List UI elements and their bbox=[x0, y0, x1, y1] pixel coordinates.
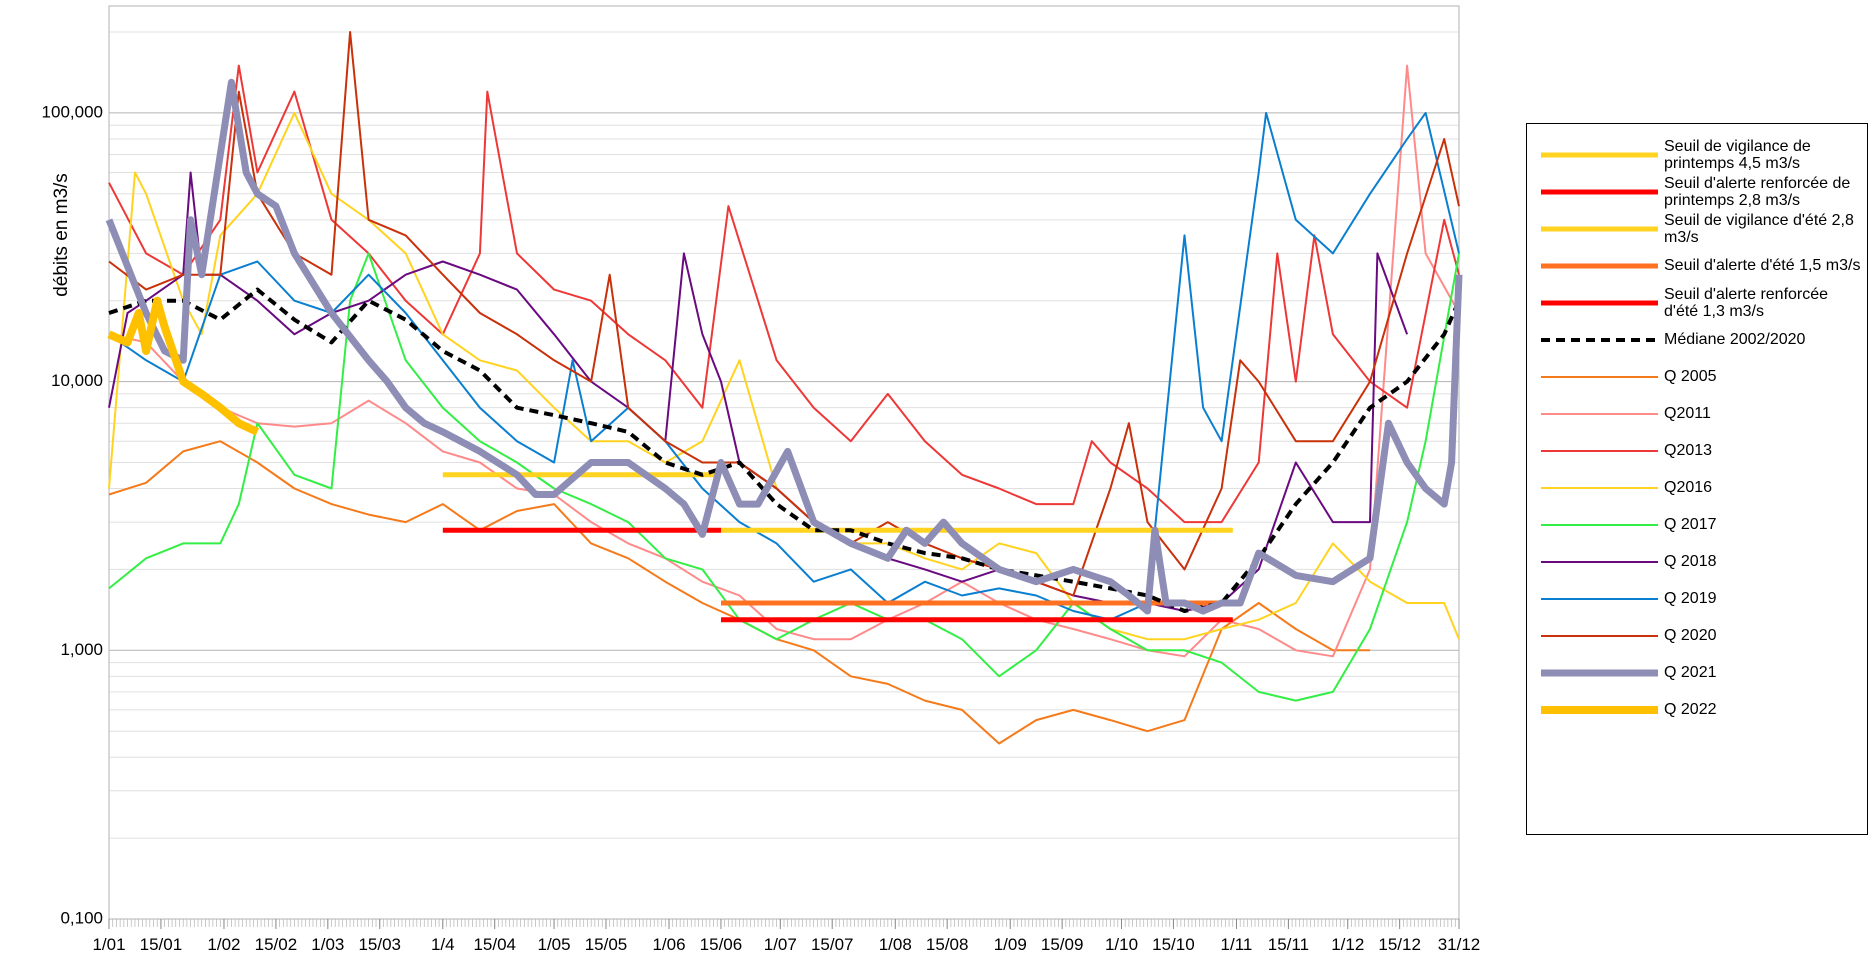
legend-entry: Seuil d'alerte d'été 1,5 m3/s bbox=[1533, 247, 1861, 284]
legend-label: Seuil de vigilance d'été 2,8 m3/s bbox=[1664, 211, 1854, 246]
legend-swatch bbox=[1541, 412, 1658, 415]
legend-swatch bbox=[1541, 560, 1658, 563]
series-line bbox=[107, 296, 260, 436]
legend-entry: Seuil d'alerte renforcée de printemps 2,… bbox=[1533, 173, 1861, 210]
legend-swatch bbox=[1541, 375, 1658, 378]
legend-swatch bbox=[1541, 486, 1658, 489]
legend-entry: Q 2018 bbox=[1533, 543, 1861, 580]
legend-swatch bbox=[1541, 337, 1658, 342]
x-tick-label: 1/05 bbox=[538, 935, 571, 954]
x-tick-label: 15/09 bbox=[1041, 935, 1084, 954]
legend-swatch bbox=[1541, 300, 1658, 305]
x-tick-label: 15/10 bbox=[1152, 935, 1195, 954]
x-tick-label: 1/02 bbox=[207, 935, 240, 954]
series-line bbox=[108, 440, 1370, 745]
x-tick-label: 1/06 bbox=[652, 935, 685, 954]
y-tick-label: 100,000 bbox=[42, 102, 103, 121]
legend-swatch bbox=[1541, 523, 1658, 526]
legend-label: Seuil d'alerte renforcée d'été 1,3 m3/s bbox=[1664, 285, 1829, 320]
legend-label: Seuil de vigilance de printemps 4,5 m3/s bbox=[1664, 137, 1811, 172]
legend-swatch bbox=[1541, 226, 1658, 231]
legend-label: Q2013 bbox=[1664, 442, 1713, 459]
legend-label: Médiane 2002/2020 bbox=[1664, 331, 1806, 348]
y-tick-label: 10,000 bbox=[51, 371, 103, 390]
legend-label: Q 2005 bbox=[1664, 368, 1717, 385]
y-tick-label: 0,100 bbox=[60, 908, 103, 927]
legend-label: Q 2021 bbox=[1664, 664, 1717, 681]
x-tick-label: 1/08 bbox=[879, 935, 912, 954]
y-tick-label: 1,000 bbox=[60, 640, 103, 659]
legend-label: Seuil d'alerte d'été 1,5 m3/s bbox=[1664, 257, 1861, 274]
x-tick-label: 1/03 bbox=[311, 935, 344, 954]
legend-swatch bbox=[1541, 597, 1658, 600]
x-tick-label: 15/02 bbox=[255, 935, 298, 954]
legend-label: Q 2019 bbox=[1664, 590, 1717, 607]
legend-label: Q 2018 bbox=[1664, 553, 1717, 570]
legend-swatch bbox=[1541, 449, 1658, 452]
legend-entry: Médiane 2002/2020 bbox=[1533, 321, 1861, 358]
x-tick-label: 15/07 bbox=[811, 935, 854, 954]
legend-entry: Q 2022 bbox=[1533, 691, 1861, 728]
legend-label: Q 2017 bbox=[1664, 516, 1717, 533]
legend-entry: Q2011 bbox=[1533, 395, 1861, 432]
series-line bbox=[105, 78, 1463, 615]
x-tick-label: 15/11 bbox=[1268, 935, 1309, 954]
series-line bbox=[108, 252, 1460, 702]
legend-label: Q2011 bbox=[1664, 405, 1711, 422]
legend-entry: Q 2017 bbox=[1533, 506, 1861, 543]
x-tick-label: 15/12 bbox=[1378, 935, 1421, 954]
legend-label: Q 2022 bbox=[1664, 701, 1717, 718]
legend: Seuil de vigilance de printemps 4,5 m3/s… bbox=[1526, 123, 1868, 835]
y-axis-label: débits en m3/s bbox=[51, 173, 72, 297]
x-tick-label: 1/10 bbox=[1105, 935, 1138, 954]
legend-entry: Q 2019 bbox=[1533, 580, 1861, 617]
x-tick-label: 15/08 bbox=[926, 935, 969, 954]
legend-entry: Seuil d'alerte renforcée d'été 1,3 m3/s bbox=[1533, 284, 1861, 321]
chart: débits en m3/s 0,100 1,000 10,000 100,000 1/… bbox=[42, 5, 1481, 954]
legend-swatch bbox=[1541, 669, 1658, 676]
legend-swatch bbox=[1541, 263, 1658, 268]
legend-swatch bbox=[1541, 705, 1658, 714]
x-tick-label: 1/4 bbox=[431, 935, 455, 954]
legend-entry: Q2013 bbox=[1533, 432, 1861, 469]
x-tick-label: 31/12 bbox=[1438, 935, 1481, 954]
legend-entry: Q2016 bbox=[1533, 469, 1861, 506]
x-tick-label: 1/11 bbox=[1221, 935, 1253, 954]
series-line bbox=[108, 171, 1409, 612]
legend-entry: Q 2020 bbox=[1533, 617, 1861, 654]
legend-entry: Seuil de vigilance de printemps 4,5 m3/s bbox=[1533, 136, 1861, 173]
x-tick-label: 1/09 bbox=[994, 935, 1027, 954]
legend-label: Q 2020 bbox=[1664, 627, 1717, 644]
x-tick-label: 15/01 bbox=[140, 935, 183, 954]
legend-entry: Seuil de vigilance d'été 2,8 m3/s bbox=[1533, 210, 1861, 247]
legend-entry: Q 2021 bbox=[1533, 654, 1861, 691]
x-tick-label: 15/06 bbox=[700, 935, 743, 954]
legend-label: Q2016 bbox=[1664, 479, 1713, 496]
series-line bbox=[108, 31, 1460, 597]
series-line bbox=[108, 111, 1460, 641]
x-tick-label: 1/07 bbox=[764, 935, 797, 954]
x-tick-label: 15/03 bbox=[358, 935, 401, 954]
legend-swatch bbox=[1541, 634, 1658, 637]
x-tick-label: 15/04 bbox=[473, 935, 516, 954]
x-tick-label: 1/01 bbox=[92, 935, 125, 954]
x-tick-label: 1/12 bbox=[1331, 935, 1364, 954]
series-line bbox=[108, 64, 1460, 524]
x-tick-label: 15/05 bbox=[585, 935, 628, 954]
legend-swatch bbox=[1541, 152, 1658, 157]
series-line bbox=[108, 111, 1460, 621]
legend-swatch bbox=[1541, 189, 1658, 194]
legend-label: Seuil d'alerte renforcée de printemps 2,… bbox=[1664, 174, 1851, 209]
legend-entry: Q 2005 bbox=[1533, 358, 1861, 395]
